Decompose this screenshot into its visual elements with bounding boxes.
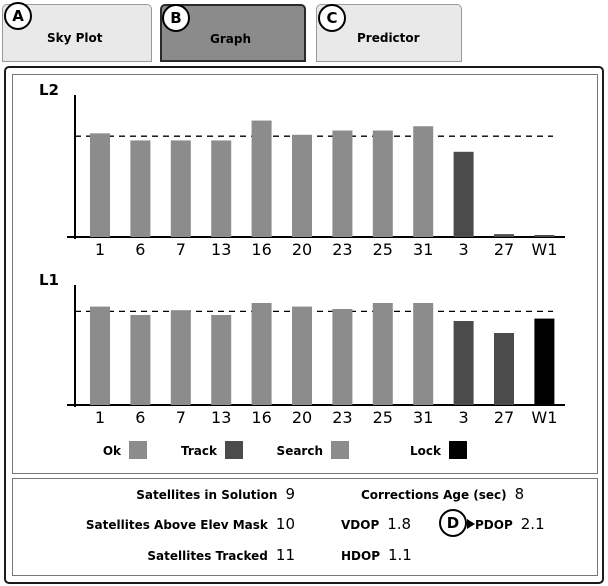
tick-label: 7 — [176, 408, 186, 427]
tab-label: Graph — [210, 32, 251, 46]
sat-tracked-label: Satellites Tracked — [147, 549, 268, 563]
bar-sat-31 — [413, 126, 434, 237]
tick-label: 31 — [413, 240, 433, 259]
bar-sat-3 — [453, 321, 474, 405]
bar-sat-16 — [251, 303, 272, 405]
tick-label: 23 — [332, 240, 352, 259]
tick-label: W1 — [531, 240, 557, 259]
tick-label: 16 — [251, 240, 271, 259]
tick-label: 6 — [135, 408, 145, 427]
bar-sat-3 — [453, 151, 474, 237]
callout-badge-a: A — [4, 2, 32, 30]
tick-label: 25 — [373, 240, 393, 259]
tab-sky-plot[interactable]: Sky Plot — [2, 4, 152, 62]
bar-sat-13 — [211, 315, 232, 405]
hdop-row: HDOP 1.1 — [341, 546, 412, 564]
bar-sat-25 — [372, 130, 393, 237]
statistics-panel: Satellites in Solution 9 Satellites Above… — [12, 478, 598, 576]
legend-label-ok: Ok — [103, 444, 122, 458]
legend-label-track: Track — [181, 444, 218, 458]
bar-sat-W1 — [534, 318, 555, 405]
tick-label: 25 — [373, 408, 393, 427]
sat-tracked-value: 11 — [275, 546, 295, 564]
bar-sat-13 — [211, 140, 232, 237]
bar-sat-W1 — [534, 235, 555, 237]
sat-in-solution-label: Satellites in Solution — [136, 488, 278, 502]
tick-label: 3 — [459, 408, 469, 427]
callout-badge-d: D — [439, 509, 467, 537]
bar-sat-6 — [130, 140, 151, 237]
pdop-value: 2.1 — [520, 515, 545, 533]
tick-label: 23 — [332, 408, 352, 427]
chart-title: L2 — [39, 81, 59, 99]
bar-sat-27 — [494, 234, 514, 237]
bar-sat-20 — [292, 134, 312, 237]
vdop-value: 1.8 — [387, 515, 412, 533]
tick-label: 20 — [292, 240, 312, 259]
tick-label: 31 — [413, 408, 433, 427]
tick-label: 3 — [459, 240, 469, 259]
tick-label: 27 — [494, 240, 514, 259]
legend-swatch-ok — [129, 441, 147, 459]
bar-sat-27 — [494, 333, 514, 405]
callout-pointer-icon — [467, 519, 475, 529]
corrections-age-row: Corrections Age (sec) 8 — [361, 485, 524, 503]
hdop-value: 1.1 — [388, 546, 412, 564]
bar-sat-1 — [90, 306, 110, 405]
pdop-row: PDOP 2.1 — [475, 515, 545, 533]
sat-tracked-row: Satellites Tracked 11 — [147, 546, 295, 564]
hdop-label: HDOP — [341, 549, 380, 563]
tick-label: 1 — [95, 240, 105, 259]
vdop-label: VDOP — [341, 518, 380, 532]
pdop-label: PDOP — [475, 518, 513, 532]
bar-sat-31 — [413, 303, 434, 405]
bar-sat-16 — [251, 120, 272, 237]
tick-label: 20 — [292, 408, 312, 427]
tick-label: 6 — [135, 240, 145, 259]
tick-label: 7 — [176, 240, 186, 259]
bar-sat-20 — [292, 306, 312, 405]
bar-sat-1 — [90, 133, 110, 237]
tick-label: W1 — [531, 408, 557, 427]
corrections-age-value: 8 — [514, 485, 525, 503]
bar-sat-23 — [332, 309, 353, 405]
legend-label-lock: Lock — [410, 444, 442, 458]
bar-sat-7 — [170, 140, 191, 237]
callout-badge-c: C — [318, 4, 346, 32]
sat-in-solution-row: Satellites in Solution 9 — [136, 485, 295, 503]
legend-label-search: Search — [277, 444, 323, 458]
tick-label: 1 — [95, 408, 105, 427]
signal-chart-area: L2 1 6 7 13 16 20 23 25 31 3 27 W1 L1 1 6 7 13 16 20 23 25 31 3… — [12, 74, 598, 474]
bar-sat-23 — [332, 130, 353, 237]
chart-title: L1 — [39, 271, 59, 289]
sat-above-mask-label: Satellites Above Elev Mask — [85, 518, 268, 532]
bar-sat-25 — [372, 303, 393, 405]
bar-sat-7 — [170, 310, 191, 405]
tick-label: 16 — [251, 408, 271, 427]
legend-swatch-track — [225, 441, 243, 459]
tab-label: Predictor — [357, 31, 420, 45]
sat-in-solution-value: 9 — [285, 485, 295, 503]
bar-sat-6 — [130, 315, 151, 405]
sat-above-mask-row: Satellites Above Elev Mask 10 — [86, 515, 295, 533]
tick-label: 13 — [211, 240, 231, 259]
legend-swatch-search — [331, 441, 349, 459]
tab-label: Sky Plot — [47, 31, 103, 45]
tick-label: 13 — [211, 408, 231, 427]
vdop-row: VDOP 1.8 — [341, 515, 411, 533]
sat-above-mask-value: 10 — [275, 515, 295, 533]
legend-swatch-lock — [449, 441, 467, 459]
tick-label: 27 — [494, 408, 514, 427]
corrections-age-label: Corrections Age (sec) — [361, 488, 507, 502]
callout-badge-b: B — [162, 4, 190, 32]
